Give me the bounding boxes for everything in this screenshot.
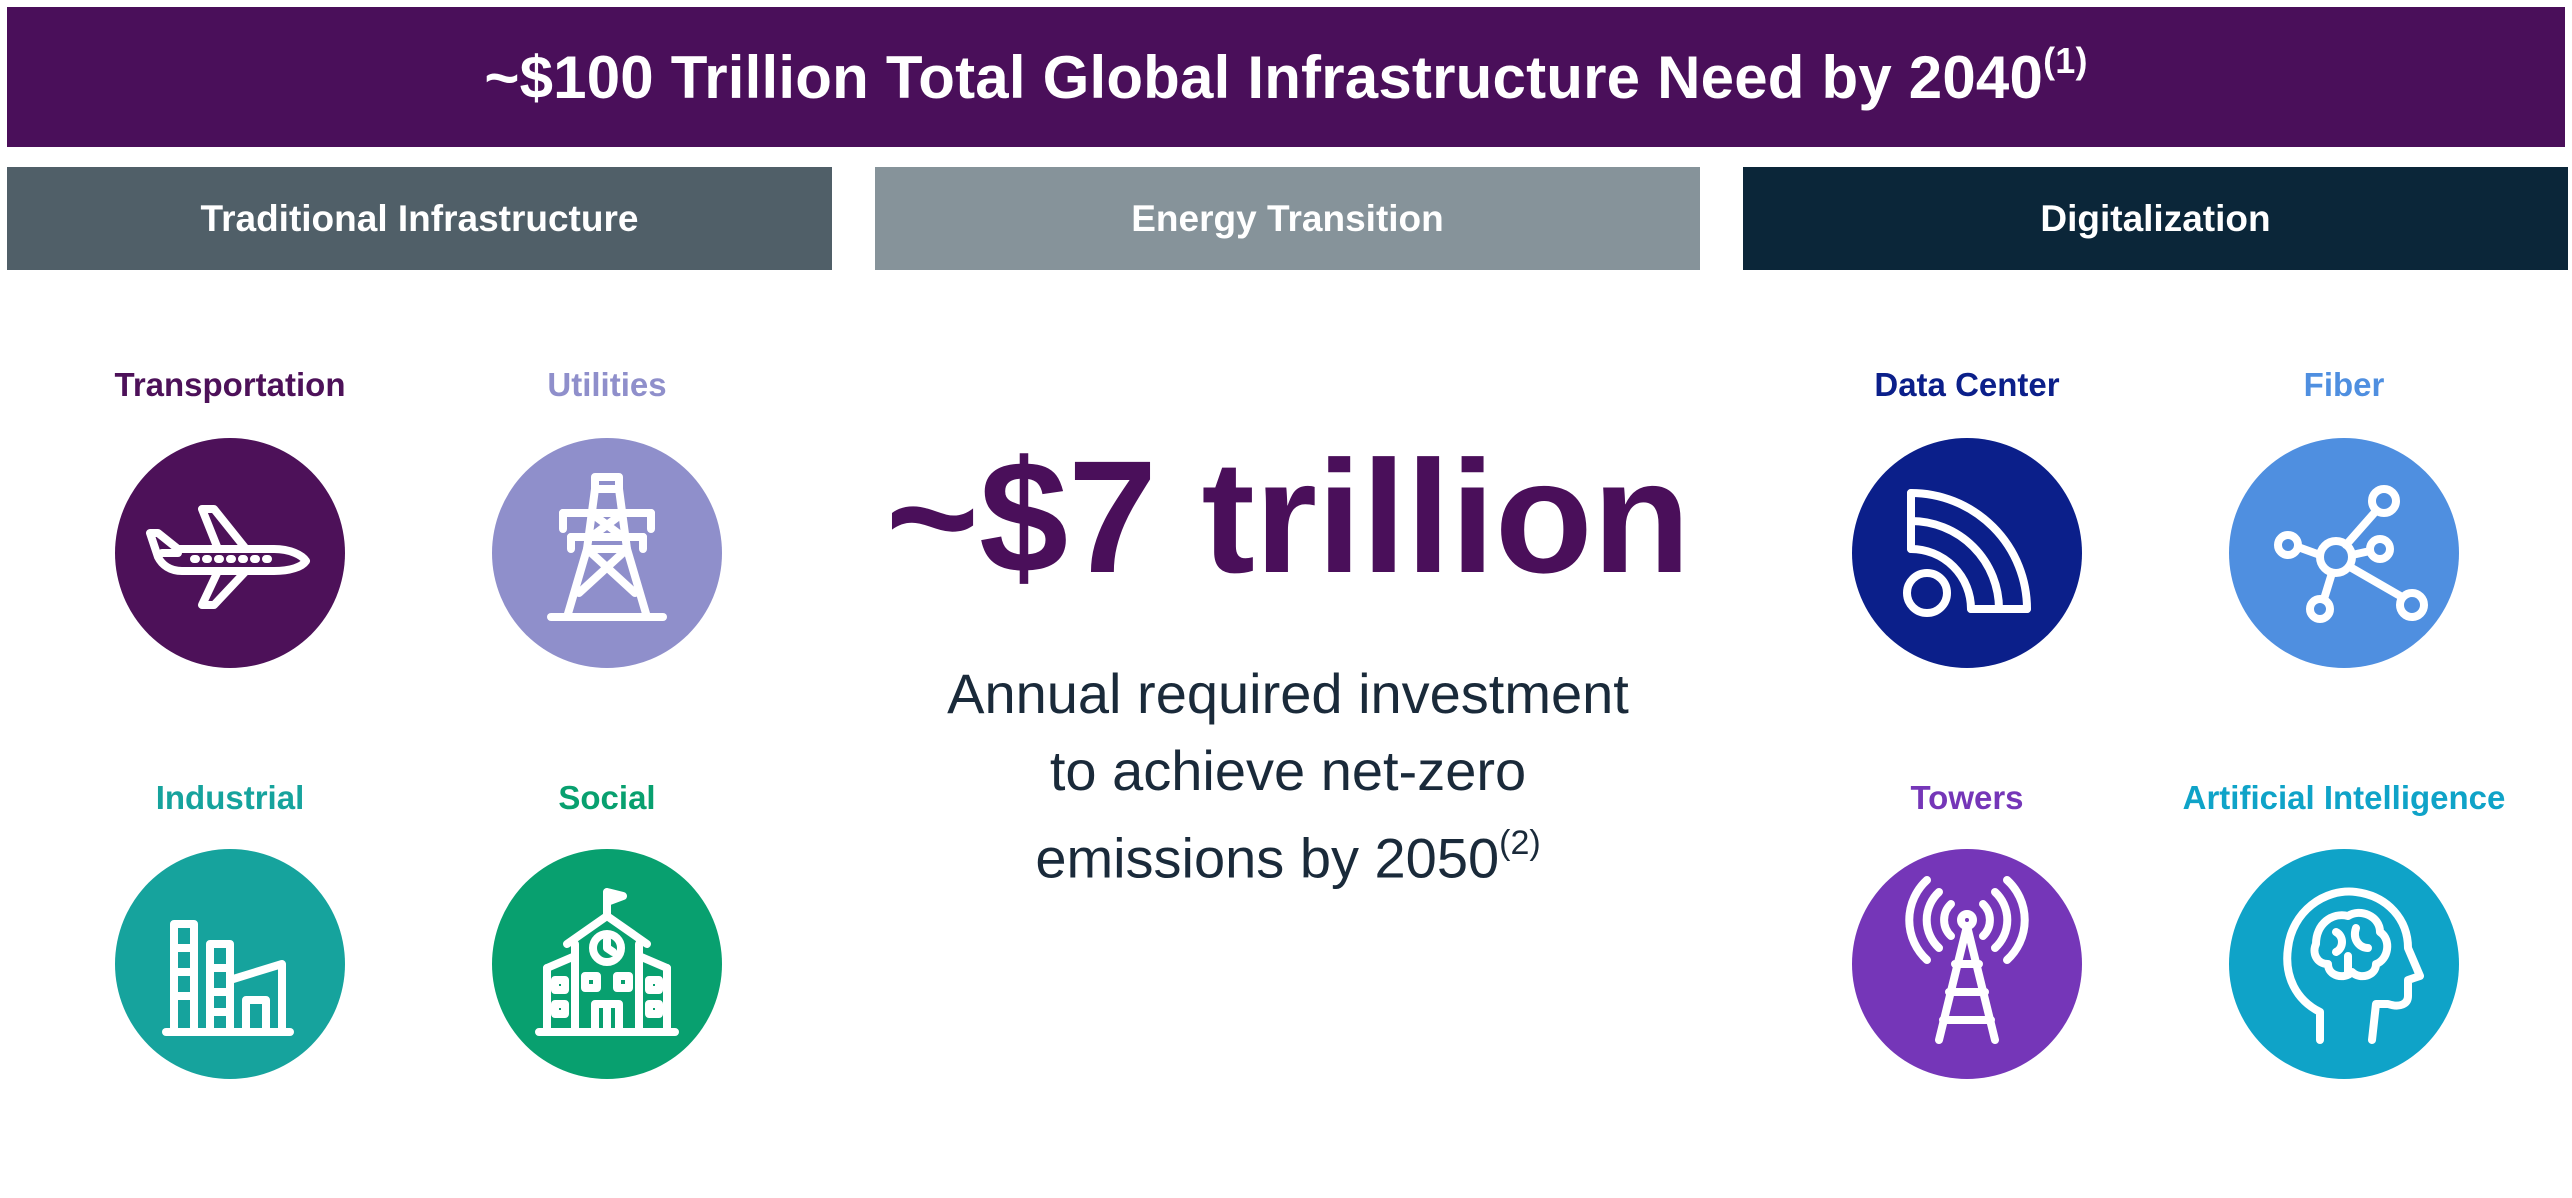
caption-line-2: to achieve net-zero — [1049, 739, 1527, 802]
title-banner: ~$100 Trillion Total Global Infrastructu… — [7, 7, 2565, 147]
network-nodes-icon — [2229, 438, 2459, 668]
section-header-digitalization: Digitalization — [1743, 167, 2568, 270]
school-building-icon — [492, 849, 722, 1079]
caption-line-1: Annual required investment — [947, 662, 1629, 725]
section-header-traditional-infrastructure: Traditional Infrastructure — [7, 167, 832, 270]
airplane-icon — [115, 438, 345, 668]
title-footnote: (1) — [2043, 39, 2088, 81]
caption-line-3: emissions by 2050(2) — [1035, 824, 1541, 890]
factory-icon — [115, 849, 345, 1079]
energy-investment-caption: Annual required investment to achieve ne… — [870, 655, 1706, 897]
caption-footnote: (2) — [1499, 824, 1541, 862]
power-tower-icon — [492, 438, 722, 668]
label-industrial: Industrial — [155, 779, 305, 816]
antenna-tower-icon — [1852, 849, 2082, 1079]
section-header-energy-transition: Energy Transition — [875, 167, 1700, 270]
page-title: ~$100 Trillion Total Global Infrastructu… — [484, 39, 2088, 111]
label-data-center: Data Center — [1874, 366, 2060, 403]
label-transportation: Transportation — [114, 366, 346, 403]
label-utilities: Utilities — [547, 366, 667, 403]
label-fiber: Fiber — [2303, 366, 2385, 403]
label-towers: Towers — [1910, 779, 2024, 816]
energy-investment-amount: ~$7 trillion — [885, 427, 1691, 606]
brain-head-icon — [2229, 849, 2459, 1079]
label-artificial-intelligence: Artificial Intelligence — [2182, 779, 2506, 816]
signal-waves-icon — [1852, 438, 2082, 668]
label-social: Social — [558, 779, 656, 816]
